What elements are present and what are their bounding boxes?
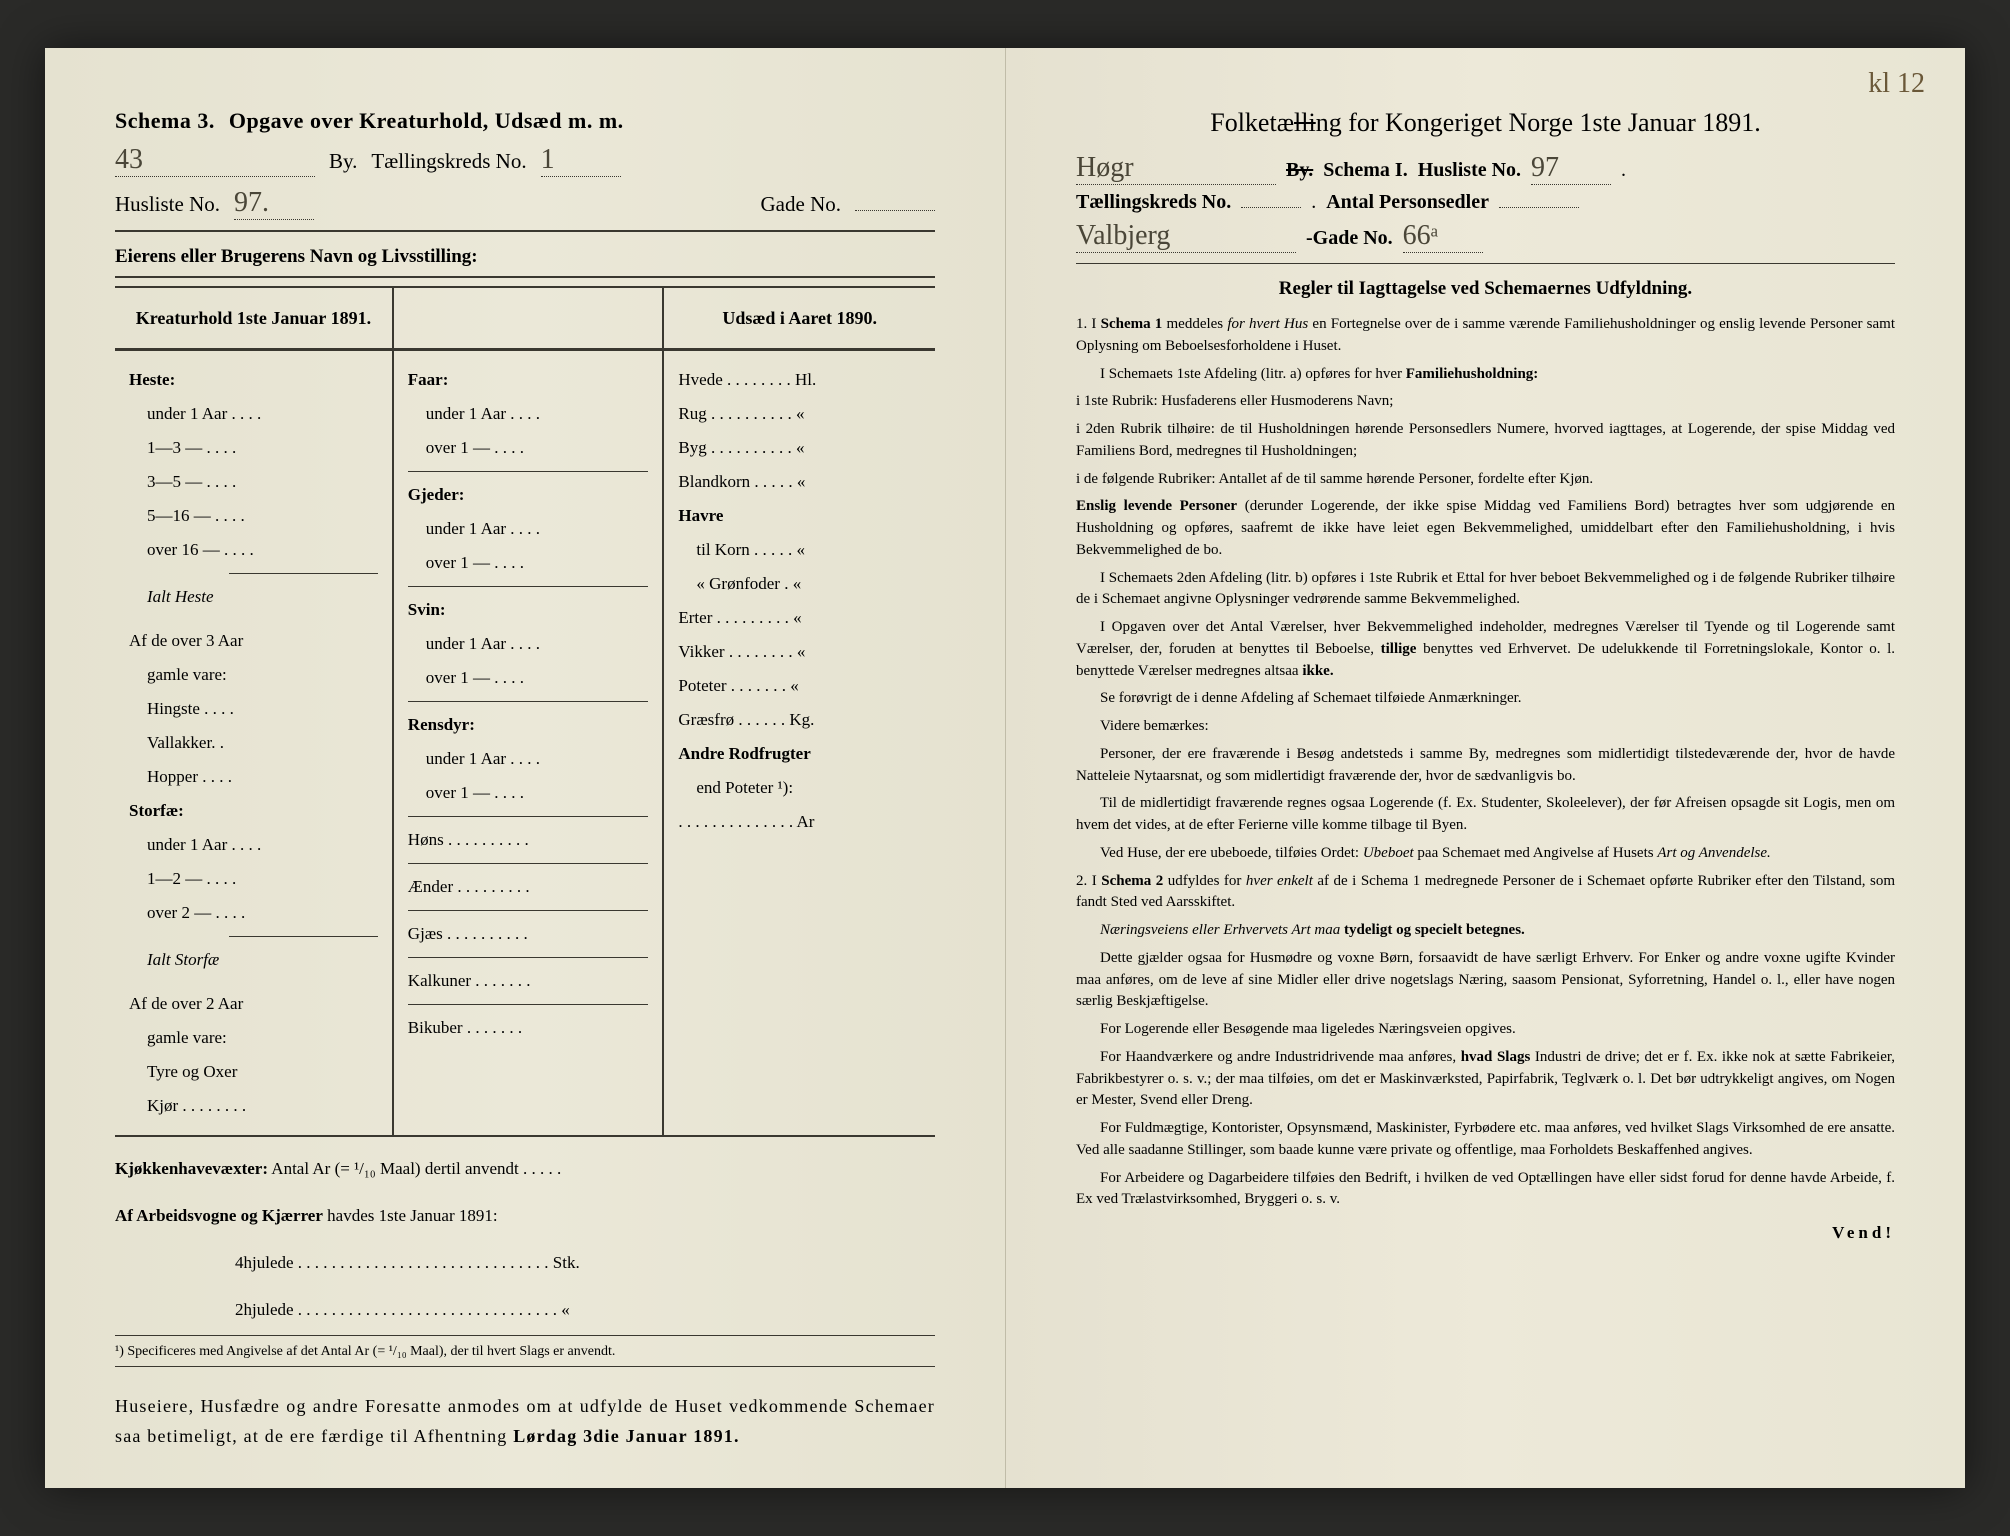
vallakker: Vallakker. . (129, 726, 378, 760)
husliste-label: Husliste No. (115, 192, 220, 217)
gade-hand: Valbjerg (1076, 220, 1170, 252)
af-over2: Af de over 2 Aar (129, 987, 378, 1021)
gjeder-label: Gjeder: (408, 478, 649, 512)
opgave-title: Opgave over Kreaturhold, Udsæd m. m. (229, 108, 624, 134)
ialt-heste: Ialt Heste (129, 580, 378, 614)
regler-title: Regler til Iagttagelse ved Schemaernes U… (1076, 278, 1895, 300)
heste-row: 5—16 — . . . . (129, 499, 378, 533)
antal-label: Antal Personsedler (1326, 191, 1489, 214)
schema3-title: Schema 3. (115, 108, 215, 134)
antal-ar: Antal Ar (= ¹/₁₀ Maal) dertil anvendt . … (271, 1159, 561, 1178)
arbeidsvogne: Af Arbeidsvogne og Kjærrer (115, 1206, 323, 1225)
tyre: Tyre og Oxer (129, 1055, 378, 1089)
by-hand: Høgr (1076, 152, 1134, 184)
faar-label: Faar: (408, 363, 649, 397)
af-over3: Af de over 3 Aar (129, 624, 378, 658)
vend-label: Vend! (1076, 1223, 1895, 1243)
heste-row: 1—3 — . . . . (129, 431, 378, 465)
rules-body: 1. I Schema 1 meddeles for hvert Hus en … (1076, 314, 1895, 1211)
hjul2: 2hjulede . . . . . . . . . . . . . . . .… (115, 1296, 935, 1325)
blandkorn: Blandkorn . . . . . « (678, 465, 921, 499)
kjor: Kjør . . . . . . . . (129, 1089, 378, 1123)
heste-row: under 1 Aar . . . . (129, 397, 378, 431)
gade-value (855, 210, 935, 211)
poteter: Poteter . . . . . . . « (678, 669, 921, 703)
hopper: Hopper . . . . (129, 760, 378, 794)
tilkorn: til Korn . . . . . « (678, 533, 921, 567)
right-page: kl 12 Folketælling for Kongeriget Norge … (1005, 48, 1965, 1488)
husliste-label-r: Husliste No. (1418, 159, 1521, 182)
col-c-head: Udsæd i Aaret 1890. (678, 300, 921, 336)
kreds-label-r: Tællingskreds No. (1076, 191, 1231, 214)
graesfro: Græsfrø . . . . . . Kg. (678, 703, 921, 737)
husliste-value-r: 97 (1531, 152, 1559, 184)
gamle-vare: gamle vare: (129, 658, 378, 692)
kreatur-table: Kreaturhold 1ste Januar 1891. Udsæd i Aa… (115, 286, 935, 350)
heste-label: Heste: (129, 363, 378, 397)
closing-text: Huseiere, Husfædre og andre Foresatte an… (115, 1391, 935, 1452)
svin-o1: over 1 — . . . . (408, 661, 649, 695)
rug: Rug . . . . . . . . . . « (678, 397, 921, 431)
andre-rod: Andre Rodfrugter (678, 737, 921, 771)
col-a-head: Kreaturhold 1ste Januar 1891. (129, 300, 378, 336)
heste-row: 3—5 — . . . . (129, 465, 378, 499)
heste-row: over 16 — . . . . (129, 533, 378, 567)
faar-u1: under 1 Aar . . . . (408, 397, 649, 431)
hingste: Hingste . . . . (129, 692, 378, 726)
gade-label: Gade No. (761, 192, 841, 217)
vikker: Vikker . . . . . . . . « (678, 635, 921, 669)
gronfoder: « Grønfoder . « (678, 567, 921, 601)
faar-o1: over 1 — . . . . (408, 431, 649, 465)
hons: Høns . . . . . . . . . . (408, 823, 649, 857)
husliste-value: 97. (234, 187, 269, 219)
aender: Ænder . . . . . . . . . (408, 870, 649, 904)
gade-value-r: 66ᵃ (1403, 220, 1439, 252)
byg: Byg . . . . . . . . . . « (678, 431, 921, 465)
kjokken: Kjøkkenhavevæxter: (115, 1159, 268, 1178)
gjeder-o1: over 1 — . . . . (408, 546, 649, 580)
storfae-row: under 1 Aar . . . . (129, 828, 378, 862)
storfae-row: over 2 — . . . . (129, 896, 378, 930)
kalkuner: Kalkuner . . . . . . . (408, 964, 649, 998)
gade-label-r: -Gade No. (1306, 227, 1393, 250)
gamle-vare2: gamle vare: (129, 1021, 378, 1055)
schema-label: Schema I. (1323, 159, 1407, 182)
census-title: Folketælling for Kongeriget Norge 1ste J… (1076, 108, 1895, 138)
rensdyr-label: Rensdyr: (408, 708, 649, 742)
by-label: By. (329, 149, 357, 174)
hjul4: 4hjulede . . . . . . . . . . . . . . . .… (115, 1249, 935, 1278)
kreds-value: 1 (541, 144, 555, 176)
ialt-storfae: Ialt Storfæ (129, 943, 378, 977)
rensdyr-u1: under 1 Aar . . . . (408, 742, 649, 776)
left-page: Schema 3. Opgave over Kreaturhold, Udsæd… (45, 48, 1005, 1488)
gjaes: Gjæs . . . . . . . . . . (408, 917, 649, 951)
bikuber: Bikuber . . . . . . . (408, 1011, 649, 1045)
gjeder-u1: under 1 Aar . . . . (408, 512, 649, 546)
corner-annotation: kl 12 (1868, 68, 1925, 100)
rensdyr-o1: over 1 — . . . . (408, 776, 649, 810)
havre: Havre (678, 499, 921, 533)
storfae-row: 1—2 — . . . . (129, 862, 378, 896)
havdes: havdes 1ste Januar 1891: (327, 1206, 497, 1225)
ar-line: . . . . . . . . . . . . . . Ar (678, 805, 921, 839)
footnote: ¹) Specificeres med Angivelse af det Ant… (115, 1344, 935, 1360)
by-value: 43 (115, 144, 143, 176)
by-label-r: By. (1286, 159, 1313, 182)
erter: Erter . . . . . . . . . « (678, 601, 921, 635)
svin-u1: under 1 Aar . . . . (408, 627, 649, 661)
document-spread: Schema 3. Opgave over Kreaturhold, Udsæd… (45, 48, 1965, 1488)
kreds-label: Tællingskreds No. (371, 149, 526, 174)
storfae-label: Storfæ: (129, 794, 378, 828)
owner-title: Eierens eller Brugerens Navn og Livsstil… (115, 246, 935, 268)
svin-label: Svin: (408, 593, 649, 627)
hvede: Hvede . . . . . . . . Hl. (678, 363, 921, 397)
end-poteter: end Poteter ¹): (678, 771, 921, 805)
